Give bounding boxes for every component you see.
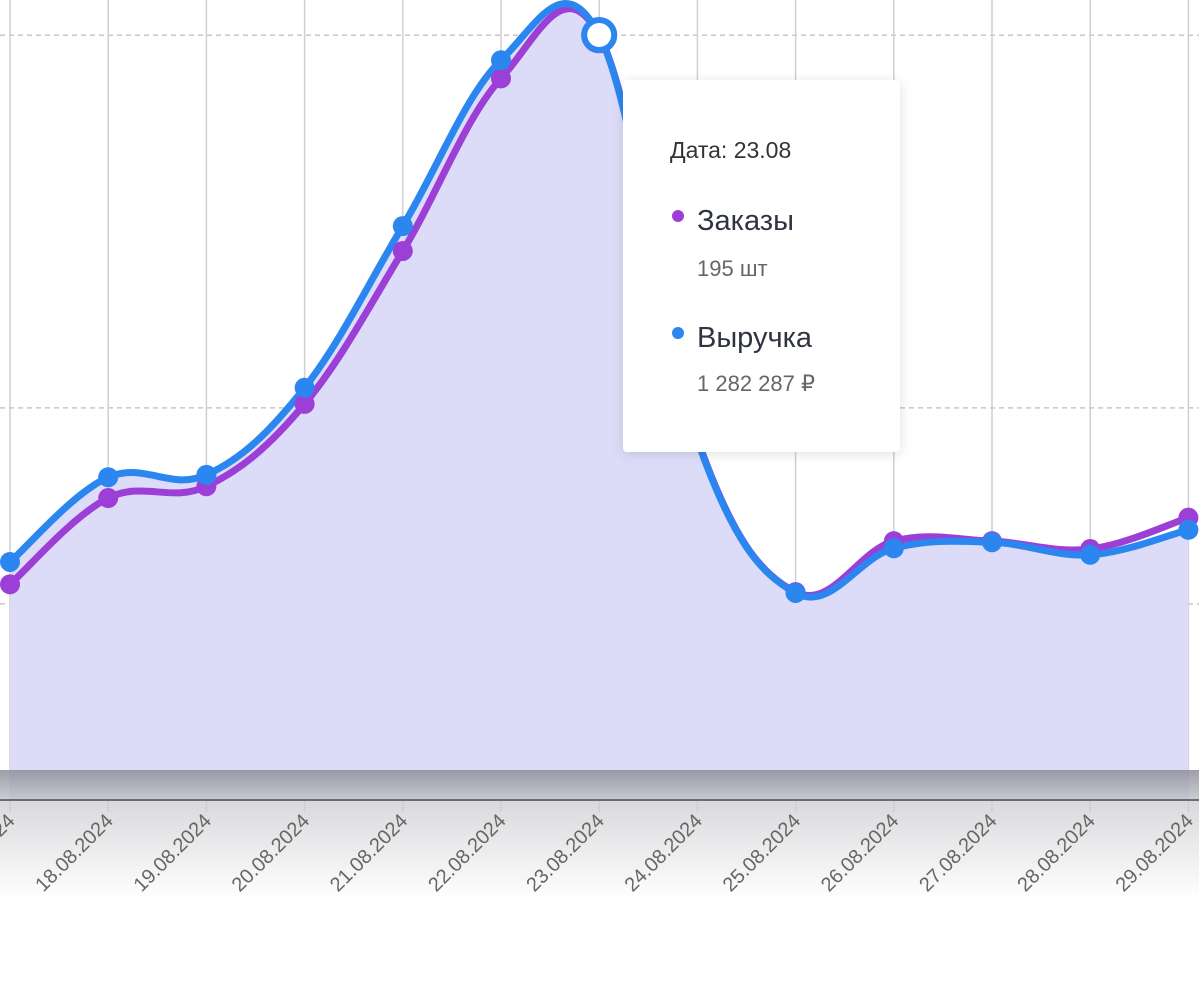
active-point [581,17,618,54]
tooltip-marker [672,327,684,339]
data-point [883,538,904,559]
tooltip-box [623,80,900,452]
data-point [491,50,511,71]
data-point [1080,544,1101,565]
tooltip-title: Дата: 23.08 [670,137,791,163]
data-point [392,240,413,261]
data-point [491,68,511,89]
area-layer [10,3,1189,800]
data-point [98,467,119,488]
data-point [196,464,217,485]
data-point [294,377,315,398]
tooltip: Дата: 23.08 Заказы 195 шт Выручка 1 282 … [623,80,900,452]
tooltip-marker [672,210,684,222]
data-point [0,574,20,595]
area-fill [10,3,1189,800]
tooltip-series-name: Заказы [697,205,794,237]
tooltip-value: 195 шт [697,256,768,281]
data-point [0,551,20,572]
axis-band [0,770,1199,800]
data-point [98,488,119,509]
lines-layer [0,0,1199,603]
data-point [1178,519,1199,540]
data-point [392,216,413,237]
data-point [294,393,315,414]
tooltip-series-name: Выручка [697,322,813,354]
axis-area-bg [0,800,1199,1000]
data-point [785,582,806,603]
tooltip-value: 1 282 287 ₽ [697,371,815,396]
data-point [982,532,1002,553]
